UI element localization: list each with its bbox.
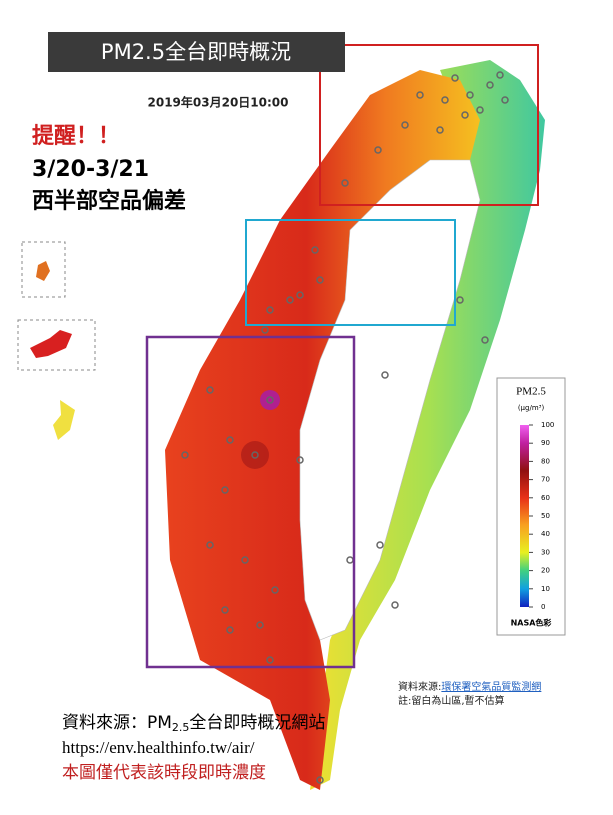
mountain-area (299, 159, 481, 641)
station (261, 326, 269, 334)
footer-disclaimer: 本圖僅代表該時段即時濃度 (62, 763, 266, 783)
island-east (310, 60, 545, 790)
legend-title: PM2.5 (516, 386, 546, 398)
station (451, 74, 459, 82)
station (311, 246, 319, 254)
legend-box (496, 377, 566, 636)
station (436, 126, 444, 134)
timestamp: 2019年03月20日10:00 (148, 95, 289, 110)
map-note: 註:留白為山區,暫不估算 (398, 694, 505, 707)
station (256, 621, 264, 629)
station (496, 71, 504, 79)
legend-tick-label: 20 (541, 567, 550, 575)
station (221, 486, 229, 494)
legend-palette: NASA色彩 (511, 618, 552, 628)
station (441, 96, 449, 104)
legend-unit: (μg/m³) (518, 404, 545, 412)
station (271, 586, 279, 594)
source-subscript: 2.5 (172, 721, 190, 734)
station (401, 121, 409, 129)
station (374, 146, 382, 154)
hotspot (260, 390, 280, 410)
station (286, 296, 294, 304)
footer-source: 資料來源：PM2.5全台即時概況網站 (62, 713, 325, 734)
station (456, 296, 464, 304)
legend-tick-label: 60 (541, 494, 550, 502)
legend-tick-label: 10 (541, 585, 550, 593)
station (316, 776, 324, 784)
station (391, 601, 399, 609)
station (481, 336, 489, 344)
message: 西半部空品偏差 (32, 188, 186, 214)
station (251, 451, 259, 459)
station (296, 291, 304, 299)
legend-tick-label: 70 (541, 476, 550, 484)
station (376, 541, 384, 549)
station (266, 656, 274, 664)
color-bar (520, 425, 529, 607)
station (266, 396, 274, 404)
station (486, 81, 494, 89)
station (221, 606, 229, 614)
map-source: 資料來源:環保署空氣品質監測網 (398, 680, 541, 693)
station (296, 456, 304, 464)
station (316, 276, 324, 284)
station (341, 179, 349, 187)
station (476, 106, 484, 114)
station (206, 386, 214, 394)
station (501, 96, 509, 104)
legend-tick-label: 90 (541, 439, 550, 447)
station (241, 556, 249, 564)
taiwan-map (17, 44, 545, 790)
title-box (48, 32, 345, 72)
station (466, 91, 474, 99)
dates: 3/20-3/21 (32, 157, 149, 182)
north-box (319, 44, 539, 206)
source-suffix: 全台即時概況網站 (189, 713, 325, 733)
station (226, 436, 234, 444)
legend-tick-label: 0 (541, 603, 545, 611)
station (461, 111, 469, 119)
source-link[interactable]: 環保署空氣品質監測網 (441, 680, 541, 693)
hotspot (241, 441, 269, 469)
title: PM2.5全台即時概況 (101, 40, 291, 64)
penghu-islands (17, 241, 96, 440)
legend-tick-label: 80 (541, 457, 550, 465)
source-label: 資料來源: (398, 680, 441, 693)
station (226, 626, 234, 634)
station (416, 91, 424, 99)
source-prefix: 資料來源：PM (62, 713, 172, 733)
stations (181, 71, 509, 784)
island-west (165, 70, 480, 790)
legend-tick-label: 30 (541, 548, 550, 556)
station (381, 371, 389, 379)
legend: PM2.5 (μg/m³) 0 10 20 30 40 50 60 70 80 90 100 NAS… (496, 377, 566, 636)
station (266, 306, 274, 314)
alert: 提醒！！ (32, 123, 120, 149)
station (206, 541, 214, 549)
legend-tick-label: 40 (541, 530, 550, 538)
footer-url: https://env.healthinfo.tw/air/ (62, 738, 255, 757)
south-box (145, 335, 356, 669)
legend-tick-label: 100 (541, 421, 554, 429)
central-box (245, 219, 456, 326)
station (181, 451, 189, 459)
legend-tick-label: 50 (541, 512, 550, 520)
